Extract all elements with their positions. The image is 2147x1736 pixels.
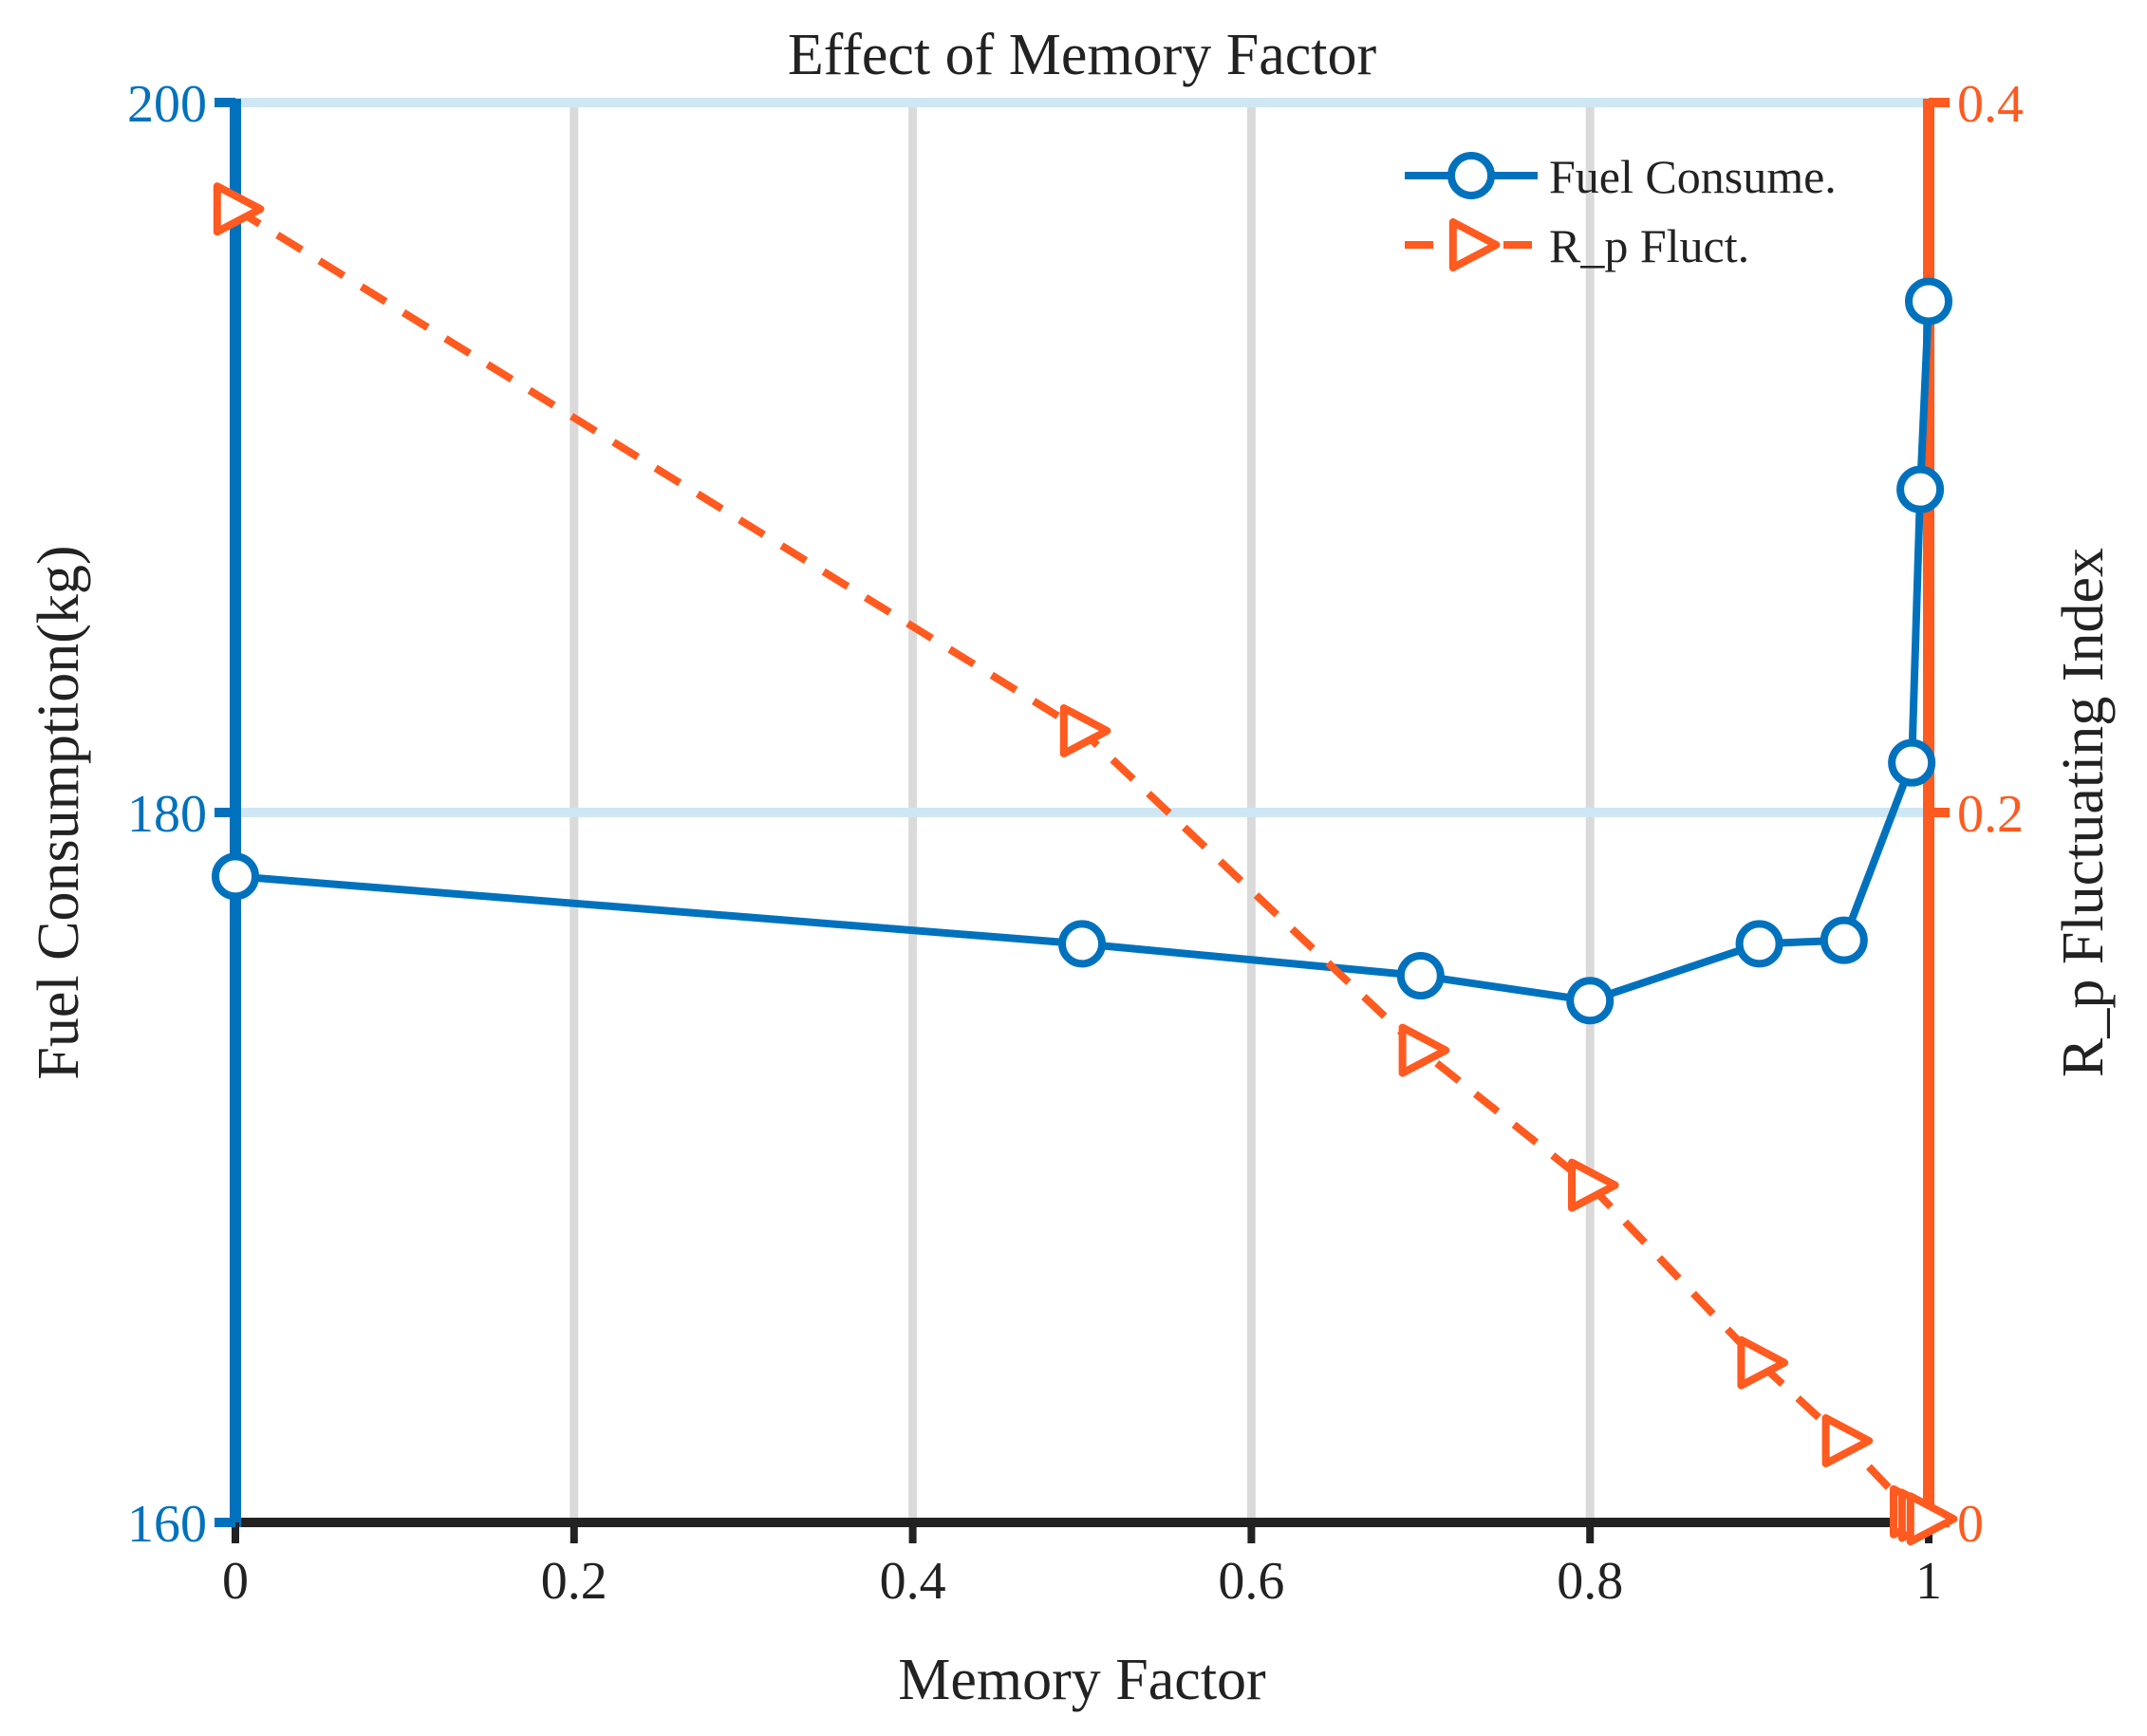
right-y-axis-label: R_p Fluctuating Index	[2051, 548, 2116, 1077]
legend-fuel-label: Fuel Consume.	[1549, 150, 1837, 203]
x-tick-label: 0.8	[1557, 1552, 1623, 1611]
rp-fluct-point	[1821, 1413, 1874, 1467]
x-axis-label: Memory Factor	[898, 1648, 1266, 1712]
fuel-consume-point	[1566, 977, 1615, 1025]
fuel-consume-point	[1396, 952, 1445, 1000]
fuel-consume-point	[212, 852, 259, 901]
left-y-axis-label: Fuel Consumption(kg)	[27, 545, 91, 1079]
fuel-consume-point	[1888, 738, 1936, 787]
rp-fluct-point	[1737, 1335, 1788, 1390]
left-y-tick-label: 200	[127, 75, 207, 134]
rp-fluct-point	[213, 182, 265, 236]
rp-fluct-line	[233, 205, 1931, 1522]
right-y-tick-label: 0.2	[1957, 785, 2024, 844]
x-tick-label: 0	[222, 1552, 249, 1611]
fuel-consume-point	[1058, 920, 1106, 968]
fuel-consume-point	[1905, 277, 1952, 326]
fuel-consume-line	[234, 301, 1932, 1005]
rp-fluct-point	[1059, 703, 1111, 757]
x-tick-label: 0.2	[541, 1552, 607, 1611]
legend-rp-marker	[1448, 218, 1501, 271]
x-tick-label: 0.6	[1218, 1552, 1284, 1611]
chart-title: Effect of Memory Factor	[788, 23, 1377, 87]
fuel-consume-point	[1896, 465, 1945, 513]
right-y-tick-label: 0	[1957, 1495, 1984, 1554]
x-tick-label: 0.4	[880, 1552, 946, 1611]
x-tick-label: 1	[1915, 1552, 1942, 1611]
left-y-tick-label: 180	[127, 785, 207, 844]
legend-fuel-marker	[1447, 152, 1495, 199]
rp-fluct-point	[1398, 1023, 1450, 1077]
fuel-consume-point	[1735, 920, 1783, 968]
left-y-tick-label: 160	[127, 1495, 207, 1554]
rp-fluct-point	[1906, 1492, 1958, 1546]
fuel-consume-point	[1820, 916, 1868, 964]
right-y-tick-label: 0.4	[1957, 75, 2024, 134]
legend-rp-label: R_p Fluct.	[1549, 219, 1749, 272]
rp-fluct-point	[1568, 1158, 1619, 1212]
